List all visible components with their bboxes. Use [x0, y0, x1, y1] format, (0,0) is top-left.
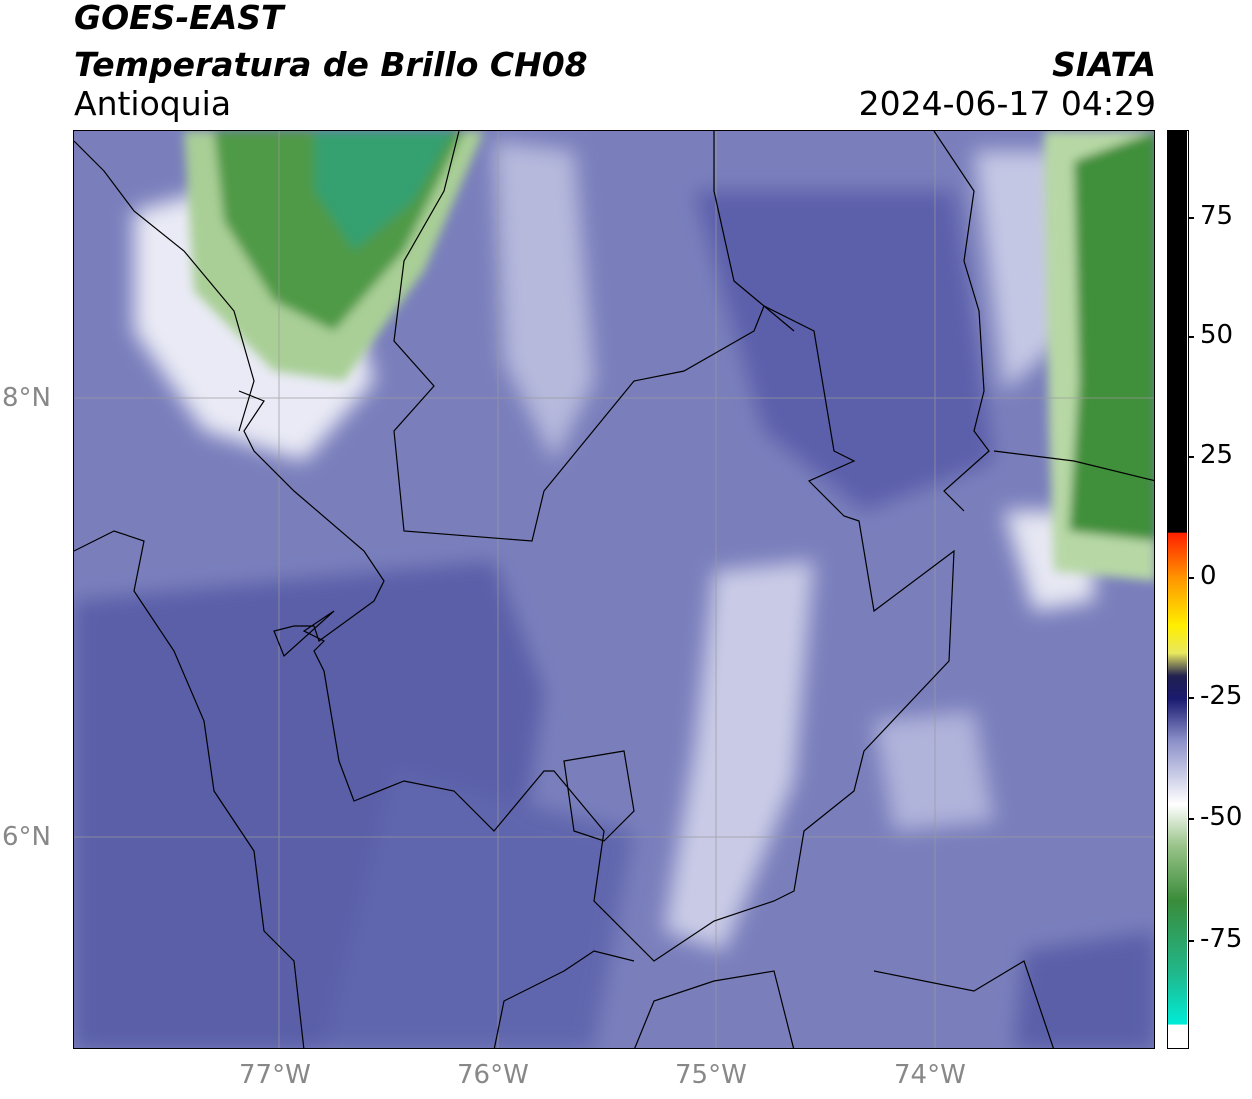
organization-label: SIATA: [1052, 45, 1156, 84]
product-title: Temperatura de Brillo CH08: [74, 45, 588, 84]
cold-region-southeast: [1014, 931, 1154, 1048]
colorbar-label-0: 0: [1200, 561, 1217, 591]
antioquia-border: [238, 131, 955, 962]
colorbar-tick-mark: [1188, 336, 1194, 338]
lat-label-8n: 8°N: [2, 383, 51, 413]
colorbar-label-minus75: -75: [1200, 924, 1243, 954]
colorbar-label-minus50: -50: [1200, 802, 1243, 832]
graticule: [74, 131, 1154, 1048]
border-medellin: [563, 750, 635, 842]
region-label: Antioquia: [74, 84, 232, 123]
satellite-map: [73, 130, 1155, 1049]
lon-label-75w: 75°W: [675, 1060, 747, 1090]
lat-label-6n: 6°N: [2, 822, 51, 852]
colorbar-label-75: 75: [1200, 201, 1234, 231]
colorbar-tick-mark: [1188, 577, 1194, 579]
lon-label-76w: 76°W: [457, 1060, 529, 1090]
satellite-title: GOES-EAST: [74, 0, 284, 37]
colorbar-gradient: [1168, 131, 1187, 1047]
border-east: [713, 131, 795, 332]
border-south-2: [634, 970, 795, 1048]
border-south-3: [873, 960, 1054, 1048]
colorbar: [1167, 130, 1189, 1049]
pale-band-central: [664, 561, 814, 951]
colorbar-label-50: 50: [1200, 320, 1234, 350]
colorbar-label-minus25: -25: [1200, 681, 1243, 711]
colorbar-tick-mark: [1188, 456, 1194, 458]
administrative-borders: [74, 131, 1154, 1048]
lon-label-77w: 77°W: [239, 1060, 311, 1090]
warm-region-northwest-core: [314, 131, 454, 251]
colorbar-label-25: 25: [1200, 440, 1234, 470]
colorbar-tick-mark: [1188, 940, 1194, 942]
datetime-label: 2024-06-17 04:29: [858, 84, 1156, 123]
border-far-east: [993, 450, 1154, 482]
border-chocoan-coast: [74, 530, 305, 1048]
cold-region-south: [324, 771, 634, 1048]
cold-region-northeast: [694, 191, 994, 511]
border-east-2: [933, 131, 990, 512]
warm-region-east: [1069, 131, 1154, 541]
colorbar-tick-mark: [1188, 697, 1194, 699]
pale-band-north: [494, 141, 594, 461]
border-south-1: [493, 950, 635, 1048]
lon-label-74w: 74°W: [894, 1060, 966, 1090]
colorbar-tick-mark: [1188, 217, 1194, 219]
colorbar-tick-mark: [1188, 818, 1194, 820]
border-north-coast: [74, 140, 255, 432]
pale-patch-south: [874, 711, 994, 831]
